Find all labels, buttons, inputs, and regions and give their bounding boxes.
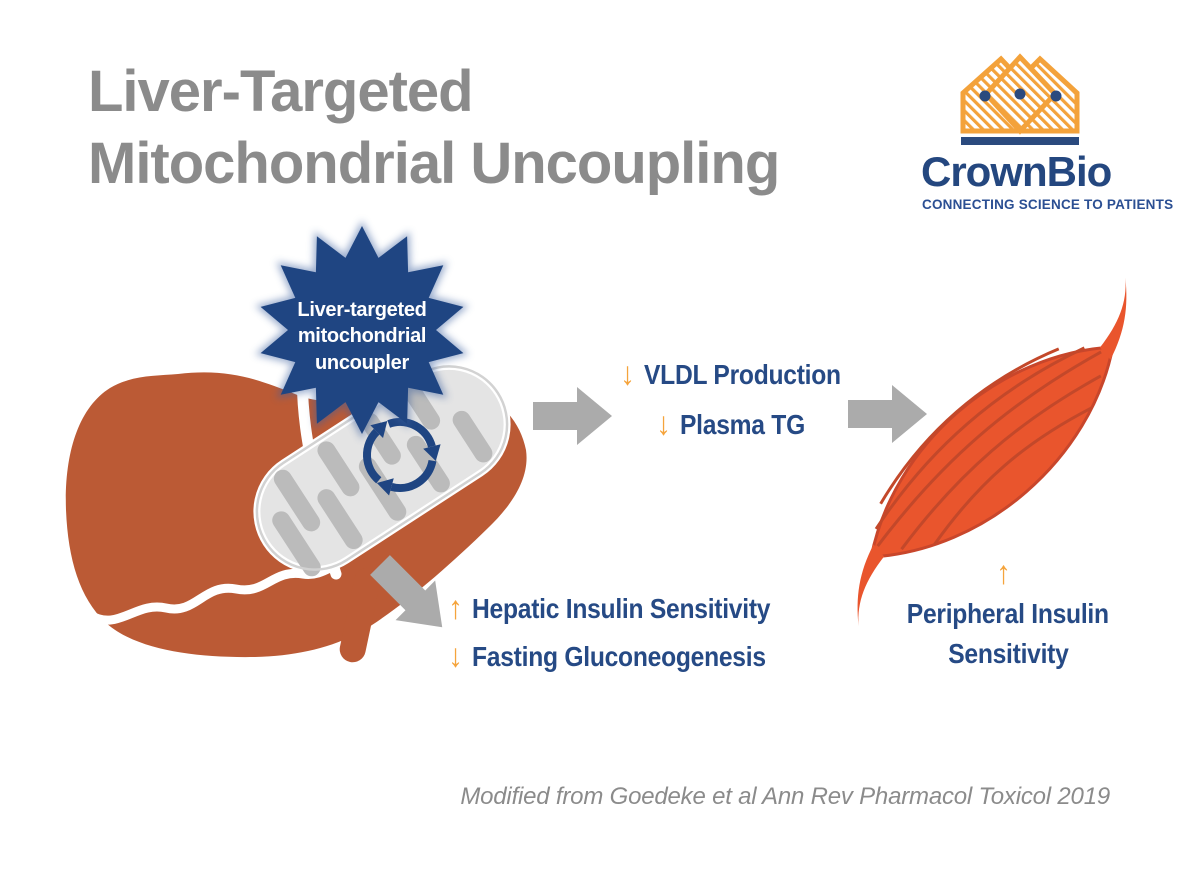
bile-duct-stub xyxy=(339,567,381,663)
starburst-badge-label: Liver-targeted mitochondrial uncoupler xyxy=(272,297,452,376)
muscle-striations xyxy=(874,346,1102,551)
effect-hepatic: ↑ Hepatic Insulin Sensitivity xyxy=(448,590,811,627)
logo-tagline: CONNECTING SCIENCE TO PATIENTS xyxy=(922,197,1174,212)
up-arrow-icon: ↑ xyxy=(996,555,1011,592)
crown-underline xyxy=(961,137,1079,145)
down-arrow-icon: ↓ xyxy=(620,356,635,393)
flow-arrow-liver-to-vldl xyxy=(533,387,612,445)
effect-peripheral: ↑ Peripheral Insulin Sensitivity xyxy=(878,554,1138,674)
effect-hepatic-label: Hepatic Insulin Sensitivity xyxy=(472,593,771,624)
effect-gluconeogenesis-label: Fasting Gluconeogenesis xyxy=(472,641,766,672)
effect-vldl: ↓ VLDL Production xyxy=(620,356,868,393)
title-line2: Mitochondrial Uncoupling xyxy=(88,130,780,196)
effect-peripheral-label-line2: Sensitivity xyxy=(947,638,1069,669)
muscle-illustration xyxy=(857,277,1127,627)
page-title: Liver-Targeted Mitochondrial Uncoupling xyxy=(88,56,780,200)
source-citation: Modified from Goedeke et al Ann Rev Phar… xyxy=(460,783,1110,810)
effect-plasma-tg: ↓ Plasma TG xyxy=(656,406,822,443)
flow-arrow-tg-to-muscle xyxy=(848,385,927,443)
up-arrow-icon: ↑ xyxy=(448,590,463,627)
starburst-badge xyxy=(255,220,469,440)
effect-plasma-tg-label: Plasma TG xyxy=(680,409,805,440)
crown-icon xyxy=(960,53,1080,145)
mitochondria-illustration xyxy=(253,362,511,577)
badge-line3: uncoupler xyxy=(315,351,409,374)
logo-wordmark: CrownBio xyxy=(921,148,1112,195)
flow-arrow-liver-to-hepatic xyxy=(370,555,443,628)
effect-gluconeogenesis: ↓ Fasting Gluconeogenesis xyxy=(448,638,806,675)
down-arrow-icon: ↓ xyxy=(448,638,463,675)
title-line1: Liver-Targeted xyxy=(88,59,474,124)
down-arrow-icon: ↓ xyxy=(656,406,671,443)
effect-vldl-label: VLDL Production xyxy=(644,359,841,390)
effect-peripheral-label-line1: Peripheral Insulin xyxy=(906,598,1110,629)
badge-line2: mitochondrial xyxy=(297,325,427,348)
badge-line1: Liver-targeted xyxy=(297,299,427,321)
